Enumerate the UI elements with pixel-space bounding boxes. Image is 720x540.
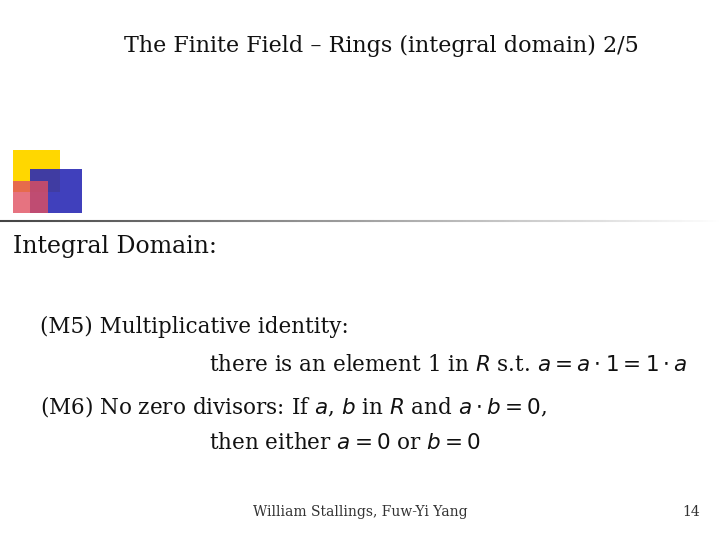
Text: (M6) No zero divisors: If $a$, $b$ in $R$ and $a \cdot b = 0$,: (M6) No zero divisors: If $a$, $b$ in $R… (40, 394, 546, 419)
Text: (M5) Multiplicative identity:: (M5) Multiplicative identity: (40, 316, 348, 338)
Text: Integral Domain:: Integral Domain: (13, 235, 217, 258)
Text: The Finite Field – Rings (integral domain) 2/5: The Finite Field – Rings (integral domai… (125, 35, 639, 57)
Bar (13, 181, 48, 213)
Text: William Stallings, Fuw-Yi Yang: William Stallings, Fuw-Yi Yang (253, 505, 467, 519)
Text: 14: 14 (682, 505, 700, 519)
Text: then either $a = 0$ or $b = 0$: then either $a = 0$ or $b = 0$ (209, 432, 481, 454)
Bar (13, 150, 60, 192)
Text: there is an element 1 in $R$ s.t. $a = a \cdot 1 = 1 \cdot a$: there is an element 1 in $R$ s.t. $a = a… (209, 354, 688, 376)
Bar (30, 169, 82, 213)
